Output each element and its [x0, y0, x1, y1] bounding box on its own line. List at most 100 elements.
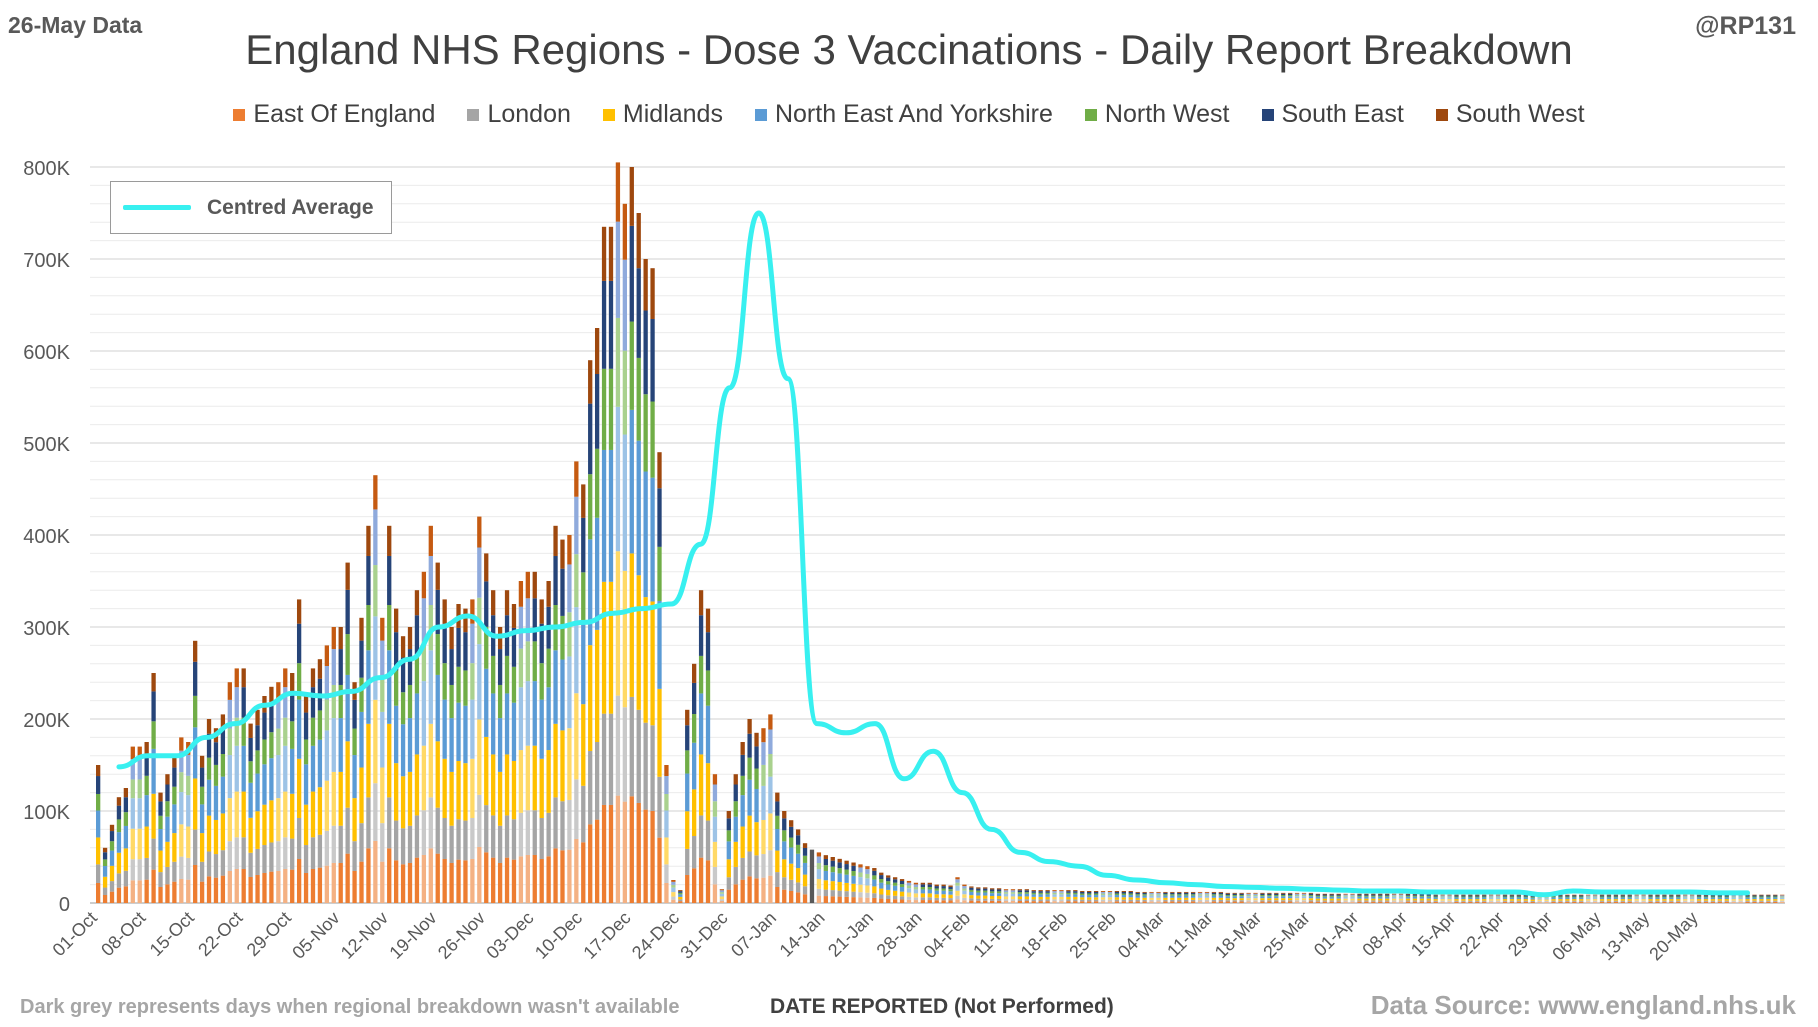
- bar-segment-midlands: [1599, 899, 1605, 901]
- bar-segment-south-west: [1371, 893, 1376, 895]
- bar-segment-south-west: [1052, 890, 1057, 892]
- bar-segment-london: [290, 838, 295, 870]
- bar-segment-midlands: [1156, 897, 1161, 900]
- bar-segment-london: [539, 817, 544, 859]
- bar-segment-north-east-and-yorkshire: [109, 850, 115, 866]
- bar-segment-london: [1281, 900, 1286, 902]
- bar-segment-north-west: [581, 572, 586, 623]
- bar-segment-south-west: [1031, 890, 1036, 892]
- bar-segment-south-east: [130, 759, 135, 780]
- bar-segment-london: [1648, 900, 1653, 902]
- bar-segment-east-of-england: [539, 858, 544, 903]
- bar-segment-south-west: [1627, 894, 1632, 896]
- bar-segment-midlands: [1620, 899, 1625, 901]
- bar-segment-south-west: [310, 668, 316, 688]
- bar-segment-east-of-england: [1080, 901, 1085, 903]
- bar-segment-south-east: [671, 881, 676, 885]
- bar-segment-london: [886, 895, 891, 899]
- bar-segment-north-west: [414, 655, 420, 694]
- bar-segment-south-east: [574, 496, 579, 555]
- bar-segment-north-west: [1336, 895, 1341, 897]
- bar-segment-south-west: [851, 862, 856, 866]
- bar-segment-east-of-england: [865, 897, 870, 903]
- bar-segment-east-of-england: [290, 869, 295, 903]
- bar-segment-east-of-england: [1530, 901, 1535, 903]
- bar-segment-london: [1239, 900, 1244, 902]
- bar-segment-north-east-and-yorkshire: [484, 668, 489, 737]
- bar-segment-east-of-england: [1301, 901, 1307, 903]
- bar-segment-east-of-england: [227, 870, 232, 903]
- bar-segment-north-east-and-yorkshire: [692, 742, 697, 790]
- bar-segment-north-west: [622, 350, 628, 435]
- bar-segment-east-of-england: [1627, 901, 1632, 903]
- bar-segment-north-east-and-yorkshire: [213, 785, 219, 820]
- bar-segment-north-east-and-yorkshire: [1121, 894, 1126, 898]
- bar-segment-south-east: [1336, 894, 1341, 896]
- bar-segment-east-of-england: [1579, 901, 1584, 903]
- bar-segment-midlands: [1509, 899, 1515, 901]
- bar-segment-north-east-and-yorkshire: [851, 875, 856, 884]
- x-tick-label: 07-Jan: [727, 908, 780, 961]
- bar-segment-midlands: [1177, 897, 1182, 900]
- bar-segment-midlands: [990, 896, 995, 899]
- bar-segment-south-east: [1461, 895, 1466, 897]
- bar-segment-north-east-and-yorkshire: [636, 440, 641, 576]
- bar-segment-south-east: [1329, 894, 1334, 896]
- x-tick-label: 04-Mar: [1114, 908, 1168, 962]
- bar-segment-north-west: [456, 666, 461, 703]
- bar-segment-south-east: [913, 884, 919, 888]
- bar-segment-london: [1509, 900, 1515, 902]
- bar-segment-midlands: [206, 815, 212, 852]
- bar-segment-london: [747, 851, 752, 877]
- bar-segment-east-of-england: [747, 876, 752, 903]
- bar-segment-north-west: [1620, 896, 1625, 898]
- bar-segment-south-west: [1773, 894, 1778, 896]
- bar-segment-east-of-england: [1488, 901, 1494, 903]
- bar-segment-south-west: [588, 360, 593, 404]
- bar-segment-midlands: [269, 800, 274, 843]
- bar-segment-north-east-and-yorkshire: [858, 877, 863, 885]
- bar-segment-south-west: [400, 636, 406, 658]
- bar-segment-midlands: [955, 890, 960, 896]
- bar-segment-london: [567, 799, 572, 850]
- bar-segment-south-east: [1773, 895, 1778, 897]
- bar-segment-midlands: [906, 892, 912, 897]
- bar-segment-east-of-england: [1322, 901, 1327, 903]
- bar-segment-london: [976, 898, 981, 901]
- x-tick-label: 18-Feb: [1017, 908, 1071, 962]
- bar-segment-east-of-england: [1412, 901, 1418, 903]
- bar-segment-midlands: [1447, 899, 1452, 901]
- bar-segment-south-west: [1461, 894, 1466, 896]
- bar-segment-london: [948, 898, 953, 901]
- bar-segment-midlands: [1128, 897, 1133, 900]
- bar-segment-north-east-and-yorkshire: [1662, 897, 1667, 900]
- x-tick-label: 21-Jan: [824, 908, 877, 961]
- bar-segment-north-east-and-yorkshire: [345, 674, 350, 742]
- bar-segment-south-west: [220, 714, 226, 730]
- bar-segment-midlands: [1350, 898, 1355, 901]
- bar-segment-north-east-and-yorkshire: [941, 890, 946, 895]
- bar-segment-north-west: [789, 837, 794, 848]
- bar-segment-london: [622, 707, 628, 802]
- bar-segment-midlands: [802, 874, 808, 887]
- bar-segment-north-east-and-yorkshire: [1745, 897, 1750, 900]
- bar-segment-north-east-and-yorkshire: [151, 748, 156, 794]
- bar-segment-north-west: [629, 321, 634, 410]
- bar-segment-north-east-and-yorkshire: [470, 699, 475, 759]
- bar-segment-london: [1586, 900, 1591, 902]
- bar-segment-south-west: [1211, 891, 1217, 893]
- bar-segment-north-east-and-yorkshire: [220, 776, 226, 814]
- bar-segment-north-west: [1475, 896, 1480, 898]
- bar-segment-east-of-england: [1669, 901, 1674, 903]
- bar-segment-north-east-and-yorkshire: [1163, 895, 1168, 898]
- bar-segment-east-of-england: [213, 877, 219, 903]
- bar-segment-north-east-and-yorkshire: [532, 681, 537, 746]
- bar-segment-north-east-and-yorkshire: [1357, 896, 1362, 899]
- bar-segment-north-west: [719, 892, 725, 894]
- x-tick-label: 24-Dec: [628, 908, 683, 963]
- bar-segment-north-east-and-yorkshire: [1606, 897, 1612, 900]
- bar-segment-london: [705, 820, 711, 861]
- bar-segment-midlands: [608, 581, 614, 714]
- bar-segment-north-east-and-yorkshire: [1114, 894, 1120, 898]
- bar-segment-east-of-england: [1281, 901, 1286, 903]
